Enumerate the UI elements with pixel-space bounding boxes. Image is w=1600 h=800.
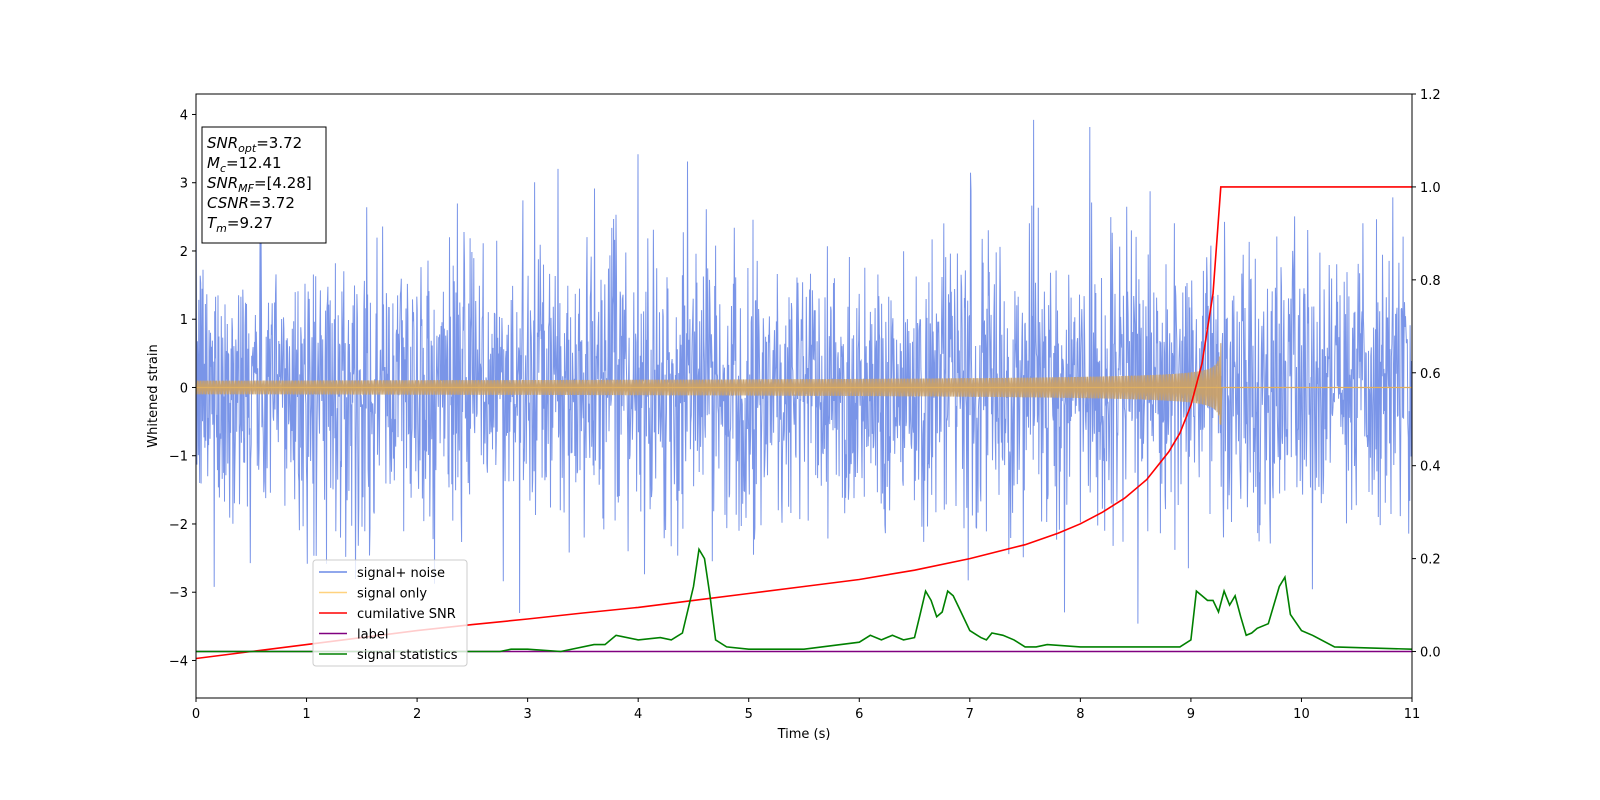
annotation-frame xyxy=(201,126,327,244)
legend-entries: signal+ noise signal only cumilative SNR la… xyxy=(319,566,458,663)
y-tick-label: 4 xyxy=(180,108,188,123)
x-tick-label: 0 xyxy=(192,707,200,722)
y2-tick-label: 0.8 xyxy=(1420,274,1441,289)
series-signal-plus-noise-line xyxy=(196,119,1412,624)
y2-tick-label: 1.0 xyxy=(1420,181,1441,196)
annotation-line: CSNR=3.72 xyxy=(207,194,295,212)
y2-tick-label: 0.2 xyxy=(1420,553,1441,568)
x-tick-label: 2 xyxy=(413,707,421,722)
x-tick-label: 9 xyxy=(1187,707,1195,722)
annotation-line: SNRopt=3.72 xyxy=(207,134,302,155)
y-tick-label: −4 xyxy=(169,654,188,669)
x-tick-label: 8 xyxy=(1076,707,1084,722)
x-tick-label: 3 xyxy=(523,707,531,722)
annotation-line: Tm=9.27 xyxy=(207,214,273,235)
legend-frame xyxy=(312,559,468,667)
x-tick-label: 11 xyxy=(1404,707,1421,722)
legend-label: cumilative SNR xyxy=(357,607,456,622)
x-tick-label: 5 xyxy=(745,707,753,722)
legend-label: signal+ noise xyxy=(357,566,445,581)
series-signal-statistics-line xyxy=(196,546,1412,653)
y-tick-label: 0 xyxy=(180,381,188,396)
y-axis-label: Whitened strain xyxy=(146,344,161,447)
y2-tick-label: 0.4 xyxy=(1420,460,1441,475)
x-tick-label: 7 xyxy=(966,707,974,722)
annotation-lines: SNRopt=3.72Mc=12.41SNRMF=[4.28]CSNR=3.72… xyxy=(207,134,312,235)
axes-ticks: 0 1 2 3 4 5 6 7 8 9 10 1143210−1−2−3−41.21.00.80.60… xyxy=(169,88,1441,722)
y2-tick-label: 0.6 xyxy=(1420,367,1441,382)
y-tick-label: 2 xyxy=(180,245,188,260)
y-tick-label: 3 xyxy=(180,177,188,192)
y2-tick-label: 0.0 xyxy=(1420,646,1441,661)
x-tick-label: 10 xyxy=(1293,707,1310,722)
legend-label: label xyxy=(357,628,388,643)
legend: signal+ noise signal only cumilative SNR la… xyxy=(312,559,468,667)
x-axis-label: Time (s) xyxy=(777,727,831,742)
y2-tick-label: 1.2 xyxy=(1420,88,1441,103)
plot-frame xyxy=(195,93,1413,699)
y-tick-label: −2 xyxy=(169,518,188,533)
annotation-line: SNRMF=[4.28] xyxy=(207,174,312,195)
x-tick-label: 6 xyxy=(855,707,863,722)
x-tick-label: 4 xyxy=(634,707,642,722)
y-tick-label: 1 xyxy=(180,313,188,328)
legend-label: signal only xyxy=(357,587,427,602)
annotation-box: SNRopt=3.72Mc=12.41SNRMF=[4.28]CSNR=3.72… xyxy=(201,126,327,244)
y-tick-label: −3 xyxy=(169,586,188,601)
y-tick-label: −1 xyxy=(169,450,188,465)
x-tick-label: 1 xyxy=(302,707,310,722)
annotation-line: Mc=12.41 xyxy=(207,154,282,175)
legend-label: signal statistics xyxy=(357,648,458,663)
